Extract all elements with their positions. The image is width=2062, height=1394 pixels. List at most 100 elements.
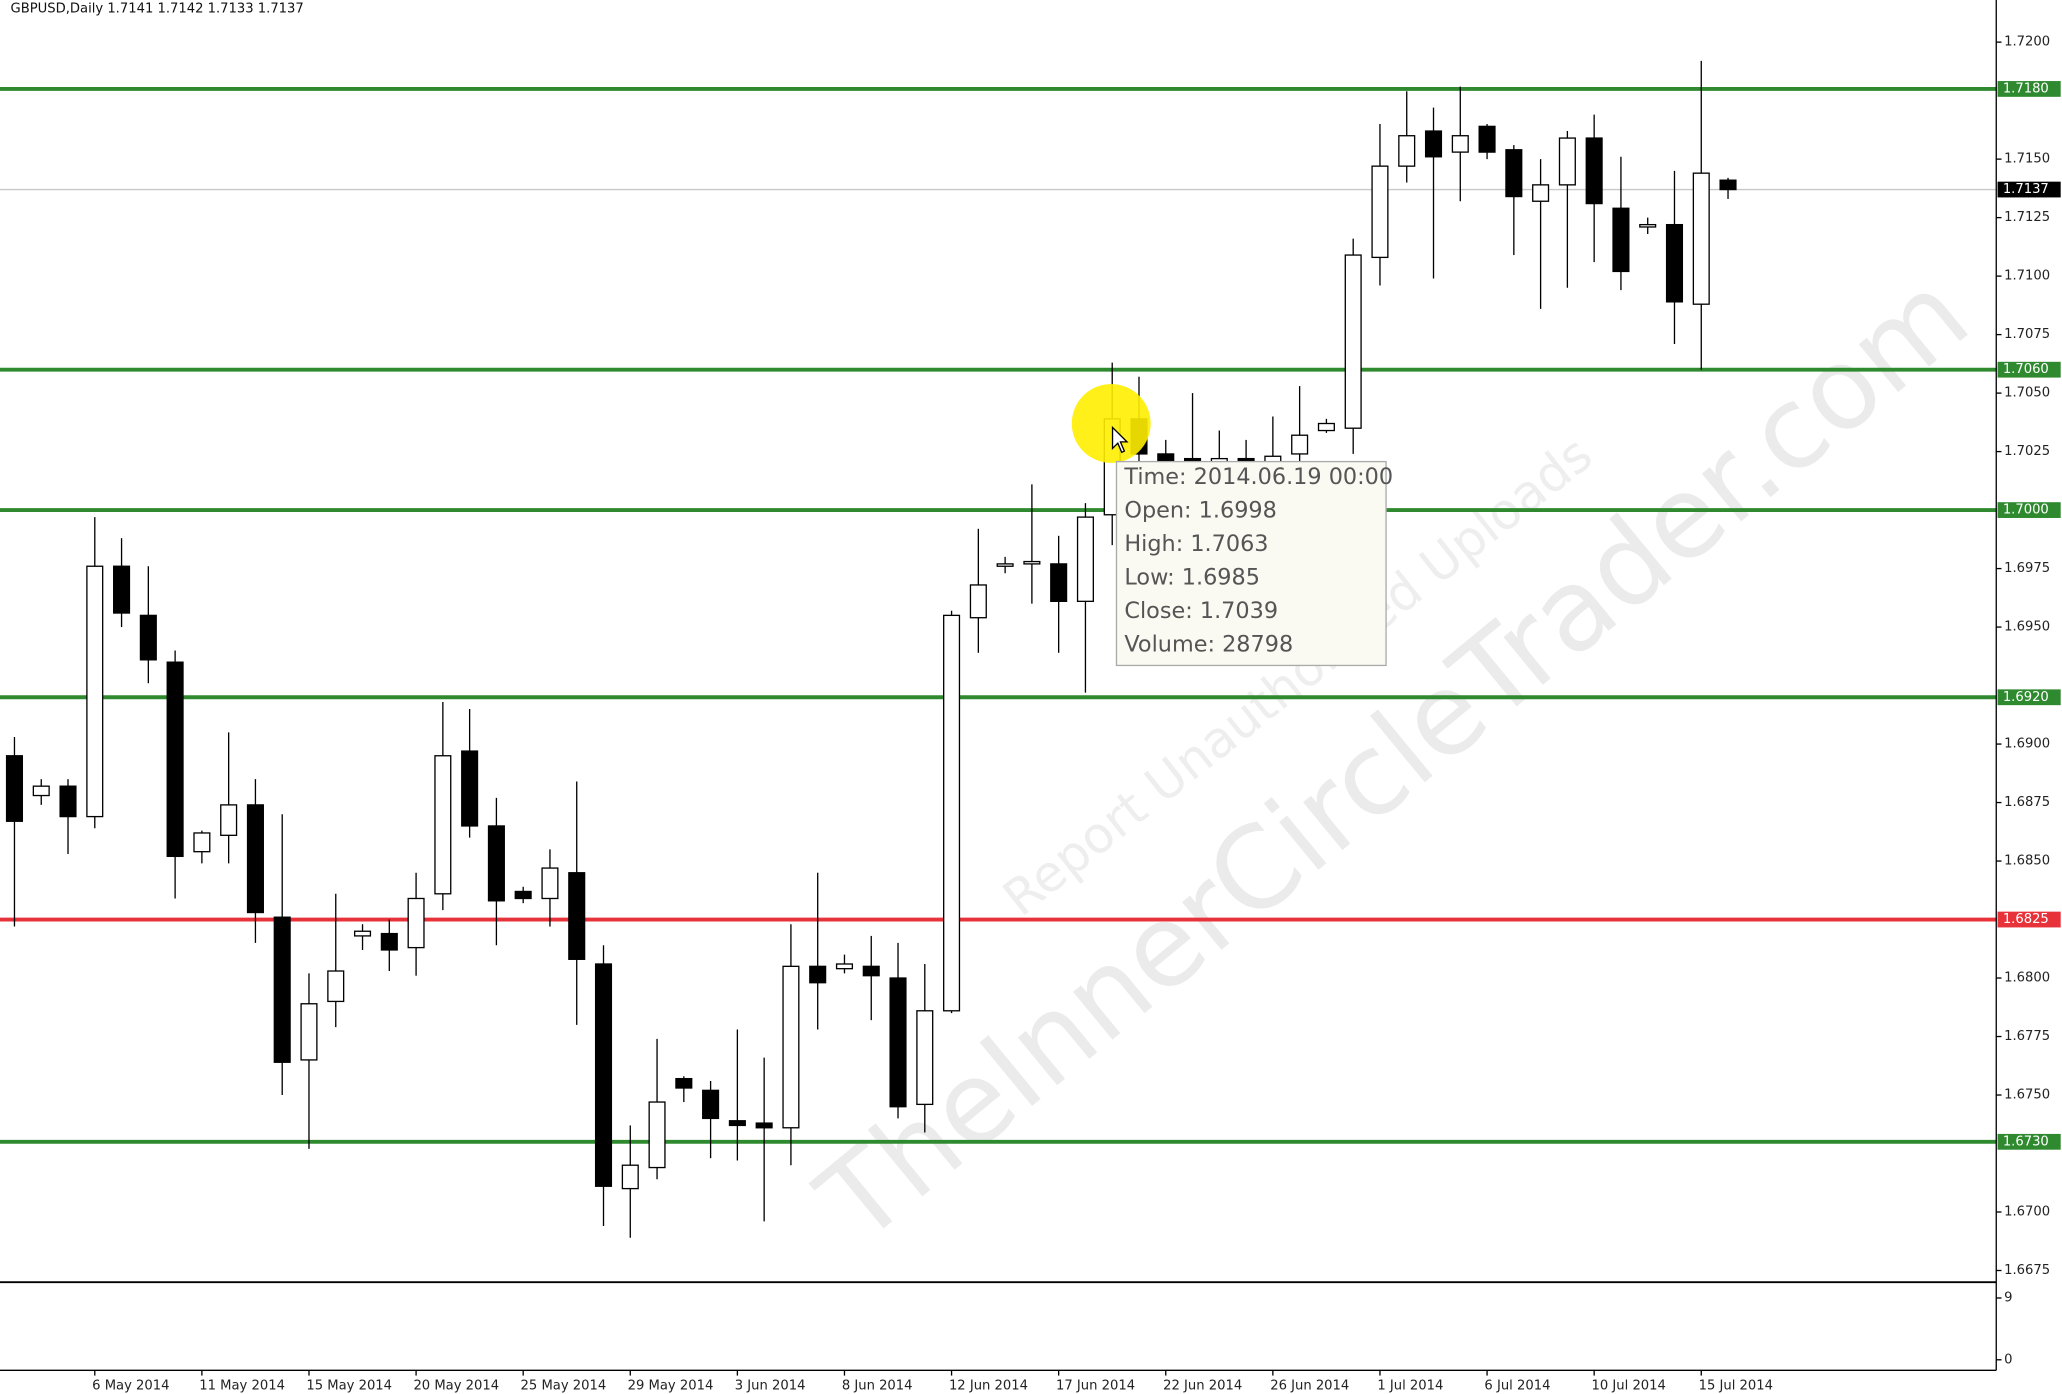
x-tick-label: 15 May 2014 (306, 1379, 392, 1394)
x-tick-label: 29 May 2014 (628, 1379, 714, 1394)
x-tick-label: 3 Jun 2014 (735, 1379, 806, 1394)
x-tick-label: 17 Jun 2014 (1056, 1379, 1135, 1394)
candle-body-bull (1344, 254, 1362, 429)
candle-body-bear (246, 804, 264, 914)
candle-body-bull (1317, 422, 1335, 432)
candle-body-bear (1719, 179, 1737, 191)
level-label: 1.7180 (2003, 81, 2049, 96)
y-tick-label: 1.6950 (2004, 620, 2050, 635)
level-label-box (1997, 502, 2061, 518)
volume-tick-label: 0 (2004, 1352, 2012, 1367)
y-tick-label: 1.7125 (2004, 210, 2050, 225)
candle-body-bull (353, 930, 372, 937)
y-tick-label: 1.6975 (2004, 561, 2050, 576)
x-tick-label: 10 Jul 2014 (1592, 1379, 1666, 1394)
candle-body-bear (166, 661, 184, 858)
level-label-box (1997, 1133, 2061, 1150)
tooltip-line: Volume: 28798 (1124, 632, 1293, 658)
tooltip: Time: 2014.06.19 00:00 Open: 1.6998 High: … (1115, 460, 1393, 667)
x-tick-label: 11 May 2014 (199, 1379, 285, 1394)
tooltip-line: Open: 1.6998 (1124, 497, 1277, 523)
candle-body-bear (728, 1120, 746, 1127)
tooltip-lines: Time: 2014.06.19 00:00 Open: 1.6998 High: … (1123, 464, 1393, 658)
candle-body-bear (755, 1122, 773, 1129)
candle-body-bear (1050, 563, 1068, 602)
candle-body-bull (193, 832, 211, 853)
candle-body-bear (514, 890, 532, 900)
candle-body-bull (541, 867, 559, 900)
x-tick-label: 12 Jun 2014 (949, 1379, 1028, 1394)
current-price-label: 1.7137 (2003, 182, 2049, 197)
candle-body-bear (568, 872, 586, 960)
x-tick-label: 25 May 2014 (521, 1379, 607, 1394)
level-label: 1.7060 (2003, 362, 2049, 377)
x-tick-label: 6 May 2014 (92, 1379, 169, 1394)
volume-tick-label: 9 (2004, 1290, 2012, 1305)
candle-body-bull (220, 804, 238, 836)
candle-body-bull (1291, 434, 1309, 455)
level-label: 1.6825 (2003, 912, 2049, 927)
candle-body-bull (1532, 184, 1550, 202)
y-tick-label: 1.6700 (2004, 1205, 2050, 1220)
chart-title: GBPUSD,Daily 1.7141 1.7142 1.7133 1.7137 (11, 2, 304, 17)
candle-body-bear (1478, 125, 1496, 153)
candle-body-bull (1371, 165, 1389, 259)
x-tick-label: 6 Jul 2014 (1484, 1379, 1550, 1394)
y-tick-label: 1.7200 (2004, 35, 2050, 50)
y-tick-label: 1.6750 (2004, 1088, 2050, 1103)
candle-body-bear (5, 755, 24, 822)
x-tick-label: 15 Jul 2014 (1699, 1379, 1773, 1394)
candles (5, 60, 1737, 1238)
candle-body-bear (889, 977, 907, 1108)
y-tick-label: 1.7150 (2004, 152, 2050, 167)
candle-body-bull (1023, 560, 1041, 565)
candle-body-bear (809, 965, 827, 984)
level-label: 1.6730 (2003, 1134, 2049, 1149)
candle-body-bear (1612, 207, 1630, 273)
tooltip-box (1115, 460, 1387, 667)
level-label-box (1997, 361, 2061, 378)
candle-body-bull (300, 1003, 318, 1061)
y-tick-label: 1.6775 (2004, 1029, 2050, 1044)
y-tick-label: 1.7050 (2004, 386, 2050, 401)
x-tick-label: 22 Jun 2014 (1163, 1379, 1242, 1394)
cursor (1111, 425, 1129, 454)
y-tick-label: 1.6875 (2004, 795, 2050, 810)
candle-body-bull (969, 584, 987, 619)
candle-body-bear (113, 565, 131, 614)
candle-body-bull (648, 1101, 666, 1169)
candle-body-bear (1665, 223, 1684, 303)
level-label: 1.6920 (2003, 690, 2049, 705)
candle-body-bear (702, 1089, 720, 1120)
candle-body-bull (86, 565, 104, 818)
candle-body-bear (139, 614, 157, 661)
candle-body-bear (675, 1077, 693, 1089)
y-tick-label: 1.6850 (2004, 854, 2050, 869)
candle-body-bear (1424, 130, 1443, 158)
current-price-box (1997, 181, 2061, 198)
level-label-box (1997, 911, 2061, 928)
candle-body-bull (916, 1010, 934, 1106)
candle-body-bull (621, 1164, 639, 1190)
candle-body-bear (59, 785, 77, 818)
y-tick-label: 1.7025 (2004, 444, 2050, 459)
candle-body-bull (407, 897, 425, 949)
level-label-box (1997, 81, 2061, 97)
candle-body-bull (1076, 516, 1094, 602)
candle-body-bull (943, 614, 961, 1012)
candle-body-bear (487, 825, 505, 902)
tooltip-line: High: 1.7063 (1124, 531, 1268, 557)
candle-body-bull (1639, 223, 1657, 228)
x-tick-label: 8 Jun 2014 (842, 1379, 913, 1394)
candle-body-bear (461, 750, 479, 827)
candle-body-bull (1692, 172, 1710, 305)
tooltip-line: Low: 1.6985 (1124, 564, 1260, 590)
candle-body-bull (32, 785, 50, 797)
candle-body-bear (1585, 137, 1603, 205)
cursor-highlight (1071, 384, 1151, 463)
candle-body-bear (594, 963, 613, 1187)
candle-body-bear (273, 916, 291, 1063)
candle-body-bull (782, 965, 800, 1129)
